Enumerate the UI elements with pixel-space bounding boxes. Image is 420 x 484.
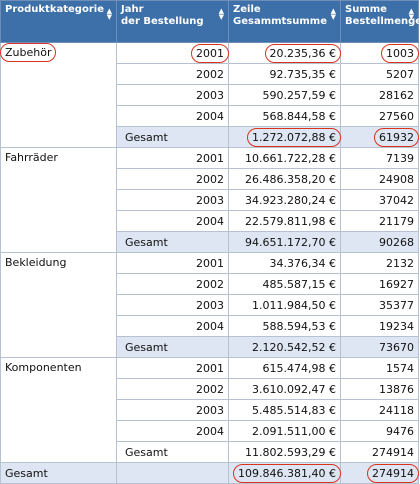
category-cell: Bekleidung xyxy=(1,253,117,358)
sum-cell: 20.235,36 € xyxy=(229,43,341,64)
year-value: 2001 xyxy=(196,47,224,60)
qty-cell: 24908 xyxy=(341,169,419,190)
header-label: Produktkategorie xyxy=(5,4,112,16)
sum-cell: 5.485.514,83 € xyxy=(229,400,341,421)
year-cell: 2004 xyxy=(117,316,229,337)
subtotal-qty: 73670 xyxy=(341,337,419,358)
table-row: Zubehör 2001 20.235,36 € 1003 xyxy=(1,43,419,64)
header-label: Jahr xyxy=(121,4,224,16)
qty-value: 1003 xyxy=(386,47,414,60)
subtotal-sum: 11.802.593,29 € xyxy=(229,442,341,463)
subtotal-label: Gesamt xyxy=(117,232,229,253)
qty-cell: 7139 xyxy=(341,148,419,169)
sum-cell: 34.376,34 € xyxy=(229,253,341,274)
year-cell: 2004 xyxy=(117,211,229,232)
category-cell: Fahrräder xyxy=(1,148,117,253)
subtotal-sum: 94.651.172,70 € xyxy=(229,232,341,253)
year-cell: 2001 xyxy=(117,358,229,379)
grand-total-sum-cell: 109.846.381,40 € xyxy=(229,463,341,484)
qty-cell: 16927 xyxy=(341,274,419,295)
grand-total-sum: 109.846.381,40 € xyxy=(238,467,336,480)
qty-cell: 24118 xyxy=(341,400,419,421)
qty-cell: 13876 xyxy=(341,379,419,400)
grand-total-label: Gesamt xyxy=(1,463,117,484)
category-label: Zubehör xyxy=(5,46,51,59)
grand-total-qty: 274914 xyxy=(372,467,414,480)
sum-cell: 26.486.358,20 € xyxy=(229,169,341,190)
sum-cell: 615.474,98 € xyxy=(229,358,341,379)
qty-cell: 35377 xyxy=(341,295,419,316)
subtotal-qty: 274914 xyxy=(341,442,419,463)
header-jahr[interactable]: Jahr der Bestellung ▲ ▼ xyxy=(117,1,229,43)
sum-cell: 1.011.984,50 € xyxy=(229,295,341,316)
subtotal-label: Gesamt xyxy=(117,127,229,148)
table-row: Komponenten 2001 615.474,98 € 1574 xyxy=(1,358,419,379)
sort-up-down-icon[interactable]: ▲ ▼ xyxy=(219,8,224,20)
grand-total-row: Gesamt 109.846.381,40 € 274914 xyxy=(1,463,419,484)
sum-cell: 34.923.280,24 € xyxy=(229,190,341,211)
sum-cell: 568.844,58 € xyxy=(229,106,341,127)
table-row: Fahrräder 2001 10.661.722,28 € 7139 xyxy=(1,148,419,169)
year-cell: 2002 xyxy=(117,379,229,400)
sort-up-down-icon[interactable]: ▲ ▼ xyxy=(409,8,414,20)
year-cell: 2004 xyxy=(117,106,229,127)
subtotal-qty: 90268 xyxy=(341,232,419,253)
sum-value: 20.235,36 € xyxy=(270,47,336,60)
qty-cell: 1003 xyxy=(341,43,419,64)
subtotal-sum: 2.120.542,52 € xyxy=(229,337,341,358)
sum-cell: 10.661.722,28 € xyxy=(229,148,341,169)
subtotal-label: Gesamt xyxy=(117,337,229,358)
year-cell: 2002 xyxy=(117,274,229,295)
qty-cell: 2132 xyxy=(341,253,419,274)
header-row: Produktkategorie ▲ ▼ Jahr der Bestellung … xyxy=(1,1,419,43)
qty-cell: 1574 xyxy=(341,358,419,379)
sort-up-down-icon[interactable]: ▲ ▼ xyxy=(331,8,336,20)
header-label: der Bestellung xyxy=(121,16,224,28)
subtotal-sum-cell: 1.272.072,88 € xyxy=(229,127,341,148)
sort-up-down-icon[interactable]: ▲ ▼ xyxy=(107,8,112,20)
header-zeile-gesammtsumme[interactable]: Zeile Gesammtsumme ▲ ▼ xyxy=(229,1,341,43)
subtotal-label: Gesamt xyxy=(117,442,229,463)
qty-cell: 19234 xyxy=(341,316,419,337)
qty-cell: 27560 xyxy=(341,106,419,127)
subtotal-sum: 1.272.072,88 € xyxy=(252,131,336,144)
header-label: Gesammtsumme xyxy=(233,16,336,28)
sum-cell: 22.579.811,98 € xyxy=(229,211,341,232)
sum-cell: 3.610.092,47 € xyxy=(229,379,341,400)
header-label: Zeile xyxy=(233,4,336,16)
subtotal-qty: 61932 xyxy=(379,131,414,144)
year-cell: 2003 xyxy=(117,190,229,211)
grand-total-spacer xyxy=(117,463,229,484)
table-row: Bekleidung 2001 34.376,34 € 2132 xyxy=(1,253,419,274)
header-label: Summe xyxy=(345,4,414,16)
qty-cell: 28162 xyxy=(341,85,419,106)
sum-cell: 590.257,59 € xyxy=(229,85,341,106)
year-cell: 2002 xyxy=(117,169,229,190)
header-produktkategorie[interactable]: Produktkategorie ▲ ▼ xyxy=(1,1,117,43)
header-label: Bestellmenge xyxy=(345,16,414,28)
year-cell: 2001 xyxy=(117,148,229,169)
sum-cell: 588.594,53 € xyxy=(229,316,341,337)
year-cell: 2002 xyxy=(117,64,229,85)
category-cell: Komponenten xyxy=(1,358,117,463)
qty-cell: 37042 xyxy=(341,190,419,211)
qty-cell: 21179 xyxy=(341,211,419,232)
year-cell: 2003 xyxy=(117,400,229,421)
year-cell: 2001 xyxy=(117,43,229,64)
year-cell: 2003 xyxy=(117,295,229,316)
sum-cell: 92.735,35 € xyxy=(229,64,341,85)
year-cell: 2001 xyxy=(117,253,229,274)
grand-total-qty-cell: 274914 xyxy=(341,463,419,484)
category-cell: Zubehör xyxy=(1,43,117,148)
sum-cell: 485.587,15 € xyxy=(229,274,341,295)
subtotal-qty-cell: 61932 xyxy=(341,127,419,148)
report-container: Produktkategorie ▲ ▼ Jahr der Bestellung … xyxy=(0,0,420,424)
year-cell: 2003 xyxy=(117,85,229,106)
qty-cell: 5207 xyxy=(341,64,419,85)
header-summe-bestellmenge[interactable]: Summe Bestellmenge ▲ ▼ xyxy=(341,1,419,43)
